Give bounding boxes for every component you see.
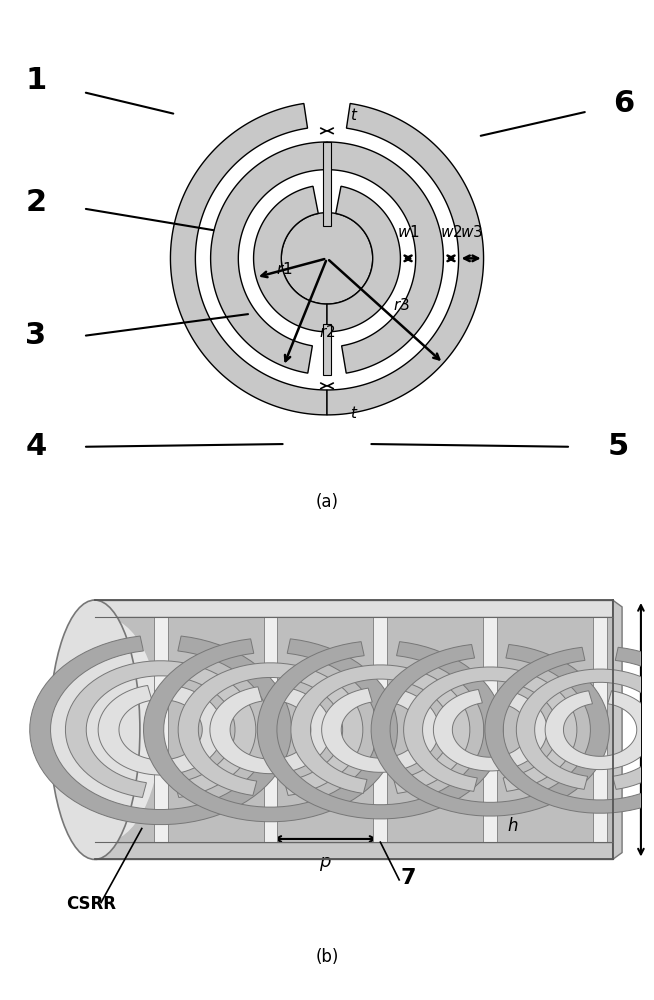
Bar — [483, 617, 497, 842]
Polygon shape — [613, 600, 622, 859]
Text: 5: 5 — [608, 432, 628, 461]
Text: $w1$: $w1$ — [397, 224, 419, 240]
Text: 6: 6 — [613, 89, 634, 118]
Text: (a): (a) — [315, 493, 339, 511]
Text: $r1$: $r1$ — [276, 261, 292, 277]
Polygon shape — [116, 617, 613, 842]
Text: 7: 7 — [401, 868, 417, 888]
Bar — [323, 142, 331, 226]
Polygon shape — [95, 600, 613, 617]
Text: $p$: $p$ — [319, 855, 332, 873]
Polygon shape — [404, 667, 577, 791]
Text: $w2$: $w2$ — [439, 224, 462, 240]
Text: 4: 4 — [26, 432, 46, 461]
Polygon shape — [257, 642, 504, 819]
Text: 1: 1 — [26, 66, 46, 95]
Bar — [323, 324, 331, 375]
Text: CSRR: CSRR — [67, 895, 116, 913]
Polygon shape — [545, 691, 654, 770]
Ellipse shape — [81, 600, 109, 859]
Polygon shape — [327, 186, 400, 332]
Bar — [264, 617, 277, 842]
Polygon shape — [98, 685, 223, 775]
Ellipse shape — [48, 617, 161, 842]
Text: (b): (b) — [315, 948, 339, 966]
Text: $w3$: $w3$ — [460, 224, 483, 240]
Polygon shape — [371, 644, 610, 816]
Polygon shape — [171, 103, 327, 415]
Polygon shape — [517, 669, 654, 789]
Text: $h$: $h$ — [507, 817, 518, 835]
Text: 2: 2 — [26, 188, 46, 217]
Text: $r3$: $r3$ — [394, 297, 410, 313]
Polygon shape — [29, 636, 292, 825]
Text: 3: 3 — [26, 321, 46, 350]
Polygon shape — [322, 688, 439, 772]
Polygon shape — [95, 842, 613, 859]
Bar — [373, 617, 387, 842]
Polygon shape — [210, 687, 331, 774]
Text: $t$: $t$ — [351, 107, 359, 123]
Ellipse shape — [50, 600, 140, 859]
Text: $r2$: $r2$ — [318, 324, 336, 340]
Polygon shape — [434, 689, 547, 771]
Polygon shape — [254, 186, 327, 332]
Polygon shape — [211, 142, 327, 373]
Polygon shape — [95, 617, 613, 842]
Circle shape — [281, 213, 373, 304]
Bar — [154, 617, 167, 842]
Polygon shape — [327, 103, 483, 415]
Polygon shape — [178, 663, 363, 795]
Polygon shape — [485, 647, 654, 813]
Bar — [593, 617, 607, 842]
Polygon shape — [65, 661, 256, 797]
Polygon shape — [327, 142, 443, 373]
Polygon shape — [143, 639, 398, 822]
Polygon shape — [291, 665, 470, 793]
Text: $t$: $t$ — [351, 405, 359, 421]
